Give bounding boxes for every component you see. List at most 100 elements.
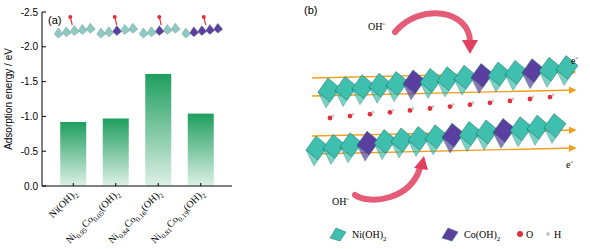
structure-inset xyxy=(97,15,138,38)
octahedron xyxy=(121,24,130,34)
hydrogen-atom xyxy=(552,94,555,97)
octahedron xyxy=(198,26,207,36)
electron-label: e⁻ xyxy=(566,159,574,170)
hydrogen-atom xyxy=(472,101,475,104)
y-tick xyxy=(42,46,46,47)
y-tick-label: -1.5 xyxy=(21,76,39,87)
y-tick xyxy=(42,81,46,82)
legend-label: Ni(OH)2 xyxy=(352,229,387,243)
octahedron-face xyxy=(488,76,500,92)
octahedron xyxy=(113,26,122,36)
y-tick-label: -0.5 xyxy=(21,146,39,157)
octahedron-face xyxy=(544,128,556,144)
octahedron-face xyxy=(476,134,488,150)
octahedron-face xyxy=(335,90,347,106)
x-tick xyxy=(158,183,159,186)
x-tick xyxy=(115,183,116,186)
octahedron-face xyxy=(403,84,415,100)
legend-swatch xyxy=(442,228,458,241)
octahedron-face xyxy=(437,81,449,97)
legend-swatch xyxy=(546,232,550,236)
ion-label: OH⁻ xyxy=(368,21,386,32)
octahedron-face xyxy=(391,142,403,158)
legend-swatch xyxy=(517,231,523,237)
octahedron-face xyxy=(357,145,369,161)
octahedron-face xyxy=(306,150,318,166)
ion-label: OH⁻ xyxy=(332,196,350,207)
octahedron-face xyxy=(386,86,398,102)
y-tick-label: -2.0 xyxy=(21,41,39,52)
octahedron-face xyxy=(471,78,483,94)
y-tick-label: 0.0 xyxy=(24,181,38,192)
octahedron xyxy=(147,27,156,37)
panel-label: (b) xyxy=(304,4,317,16)
oh-arrowhead xyxy=(414,156,428,170)
octahedron-face xyxy=(510,131,522,147)
octahedron-face xyxy=(374,144,386,160)
bar xyxy=(60,122,86,186)
octahedron xyxy=(214,23,223,33)
hydrogen-atom xyxy=(492,99,495,102)
octahedron xyxy=(70,26,79,36)
hydroxide-layer xyxy=(306,114,566,166)
octahedron xyxy=(86,23,95,33)
legend-label: O xyxy=(526,229,533,240)
octahedron xyxy=(206,24,215,34)
octahedron xyxy=(62,27,71,37)
hydroxide-layer xyxy=(318,56,578,108)
x-tick xyxy=(73,183,74,186)
octahedron-face xyxy=(454,79,466,95)
octahedron xyxy=(163,24,172,34)
y-tick xyxy=(42,12,46,13)
octahedron xyxy=(182,28,191,38)
octahedron-face xyxy=(493,132,505,148)
panel-label: (a) xyxy=(48,14,61,26)
octahedron-face xyxy=(318,92,330,108)
x-tick-label: Ni(OH)2 xyxy=(46,187,81,222)
octahedron-face xyxy=(408,140,420,156)
octahedron xyxy=(139,28,148,38)
octahedron-face xyxy=(340,147,352,163)
bars xyxy=(60,74,214,186)
x-tick-label: Ni0.81Co0.19(OH)2 xyxy=(148,187,208,247)
hydrogen-atom xyxy=(532,96,535,99)
octahedron-face xyxy=(352,89,364,105)
y-axis-label: Adsorption energy / eV xyxy=(3,48,14,150)
y-tick-label: -2.5 xyxy=(21,7,39,18)
legend-label: H xyxy=(554,229,561,240)
y-tick-label: -1.0 xyxy=(21,111,39,122)
octahedron-face xyxy=(527,129,539,145)
hydrogen-atom xyxy=(352,113,355,116)
electron-label: e⁻ xyxy=(571,55,579,66)
legend-label: Co(OH)2 xyxy=(464,229,501,243)
oh-arrowhead xyxy=(462,40,478,54)
structure-inset xyxy=(54,15,95,38)
octahedron-face xyxy=(369,87,381,103)
octahedron xyxy=(171,23,180,33)
octahedron-face xyxy=(425,139,437,155)
hydrogen-atom xyxy=(332,115,335,118)
octahedron xyxy=(155,26,164,36)
octahedron-face xyxy=(505,74,517,90)
oh-adsorbate xyxy=(113,15,117,19)
hydrogen-atom xyxy=(512,98,515,101)
hydrogen-atom xyxy=(412,107,415,110)
octahedron xyxy=(78,24,87,34)
x-tick-label: Ni0.95Co0.05(OH)2 xyxy=(63,187,123,247)
octahedron xyxy=(97,28,106,38)
octahedron-face xyxy=(556,70,568,86)
octahedron-face xyxy=(522,73,534,89)
octahedron-face xyxy=(539,71,551,87)
octahedron-face xyxy=(459,136,471,152)
hydrogen-atom xyxy=(432,105,435,108)
hydrogen-atom xyxy=(372,111,375,114)
octahedron-face xyxy=(420,82,432,98)
structure-inset xyxy=(139,15,180,38)
hydrogen-atom xyxy=(392,109,395,112)
x-tick-label: Ni0.84Co0.16(OH)2 xyxy=(106,187,166,247)
octahedron xyxy=(190,27,199,37)
oh-arrow xyxy=(355,168,420,200)
bar xyxy=(188,114,214,186)
hydrogen-atom xyxy=(452,103,455,106)
bar xyxy=(145,74,171,186)
